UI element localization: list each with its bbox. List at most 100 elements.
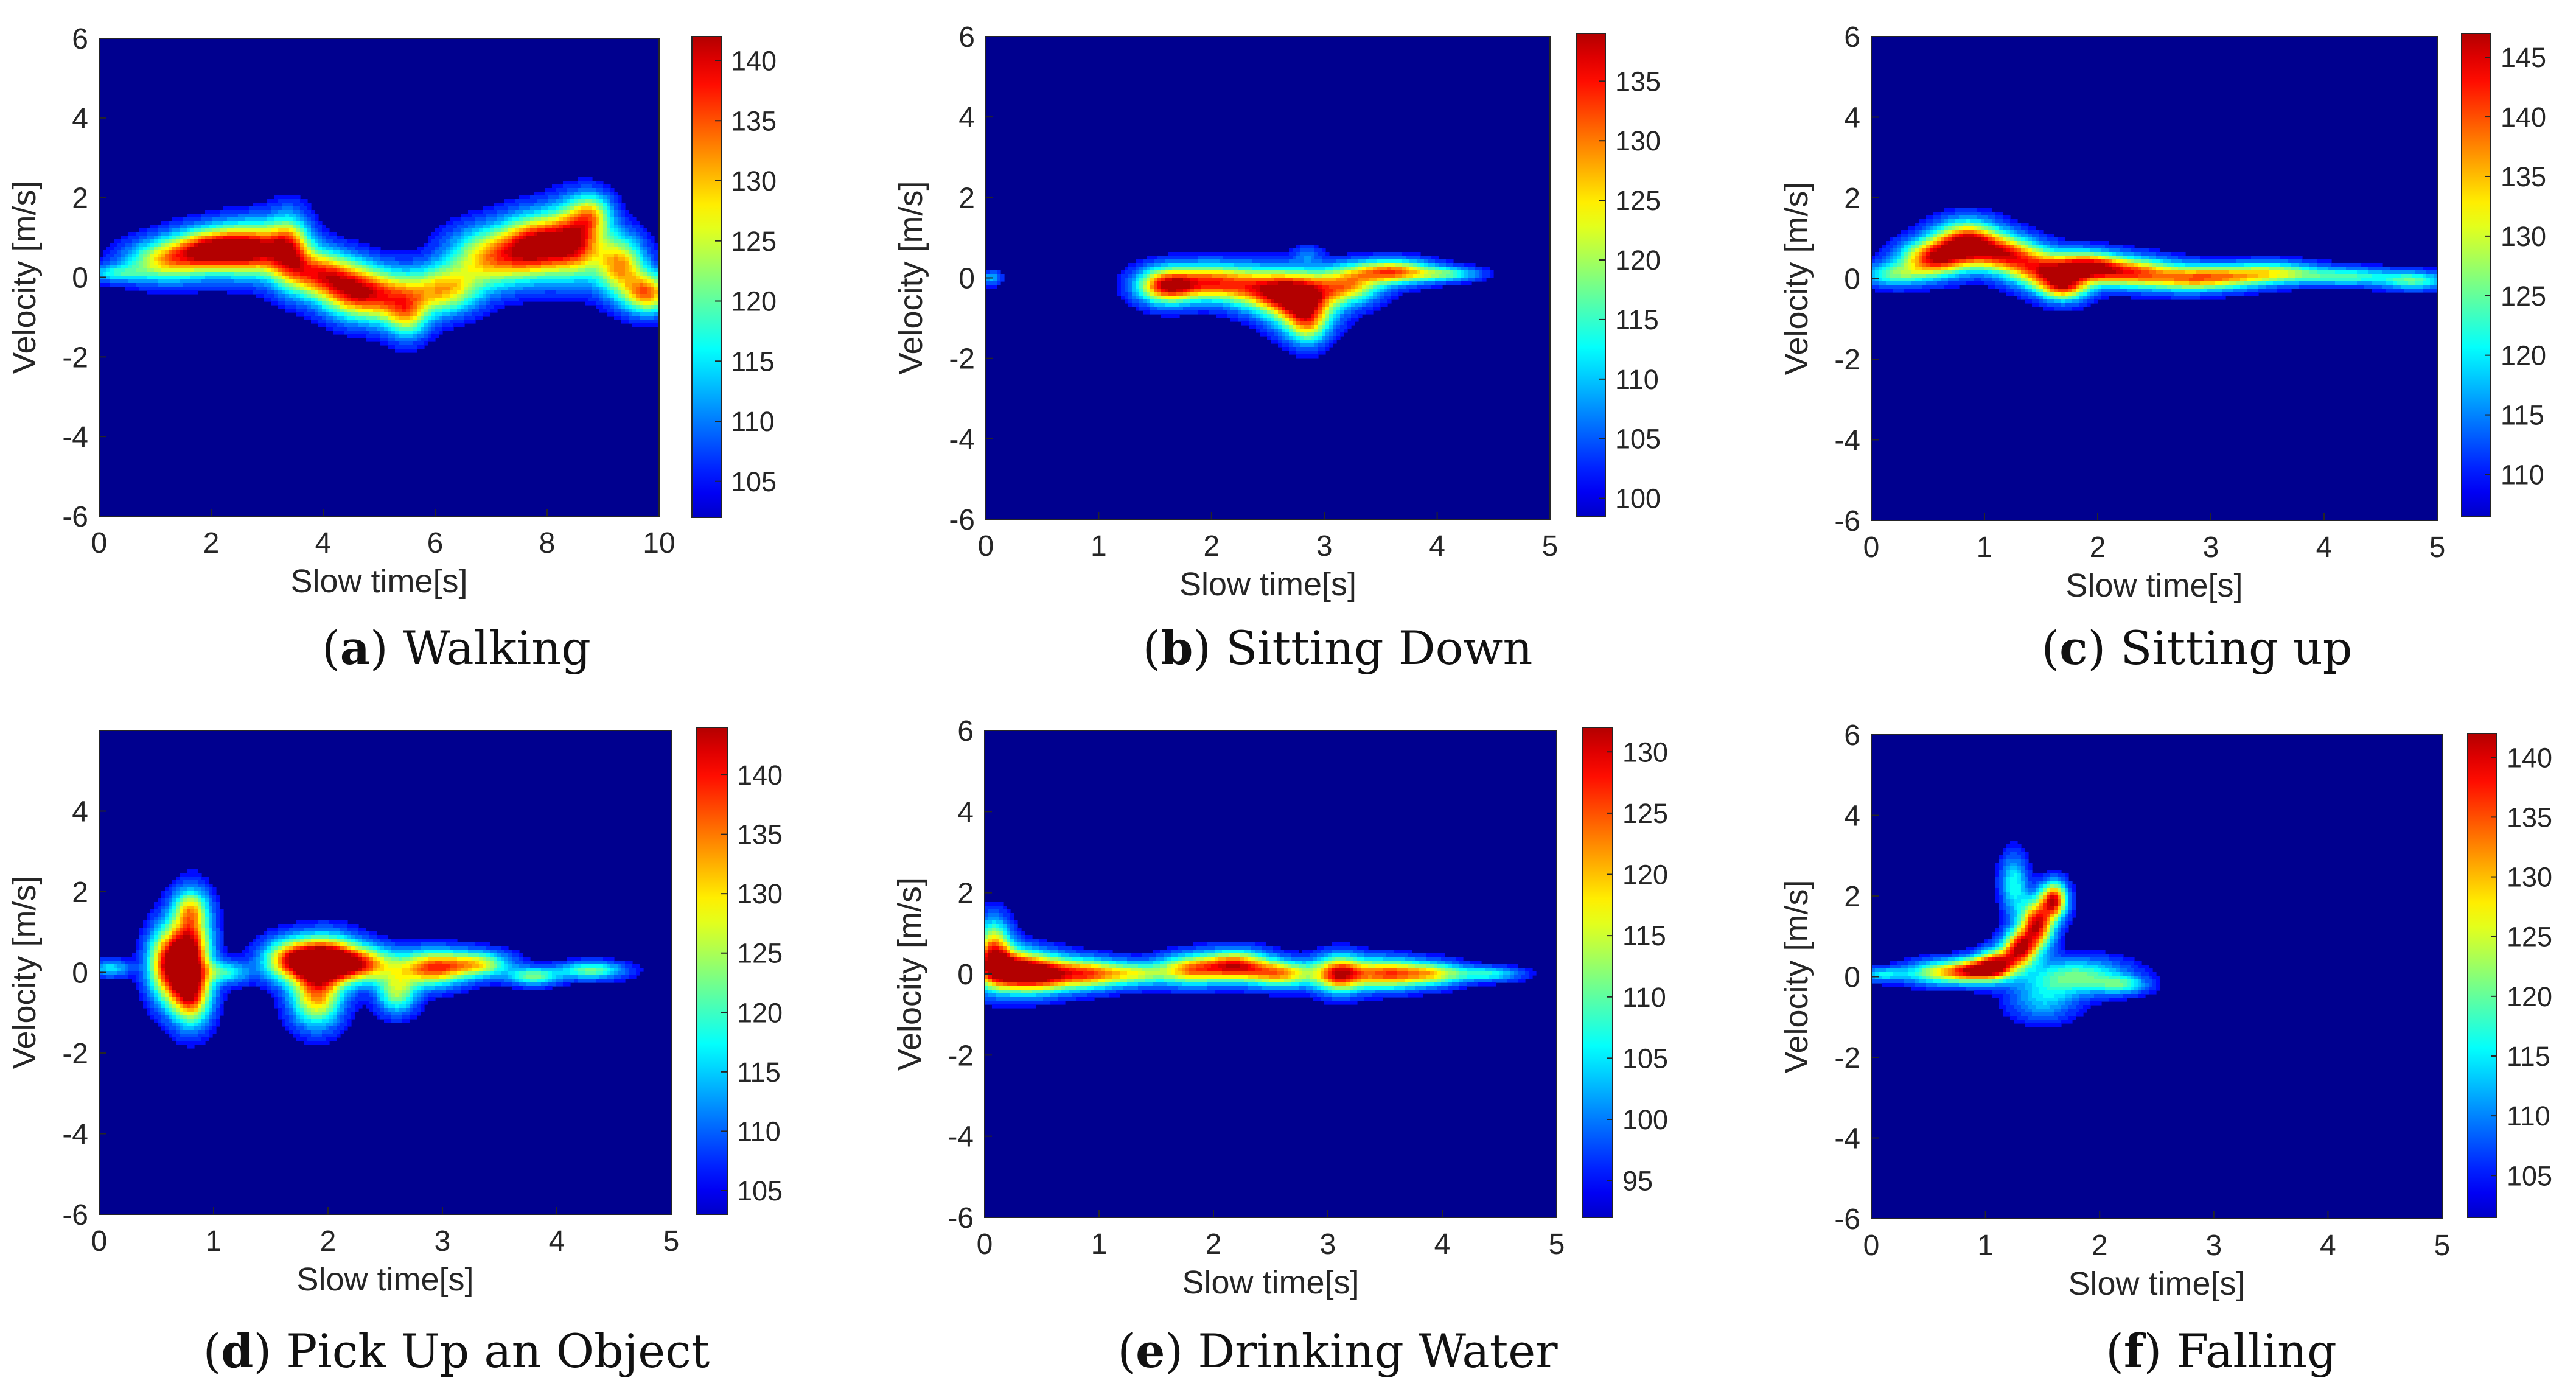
heatmap-cell — [1336, 318, 1341, 322]
heatmap-cell — [307, 261, 312, 265]
heatmap-cell — [1922, 252, 1927, 256]
heatmap-cell — [212, 232, 220, 236]
heatmap-cell — [2087, 299, 2095, 304]
heatmap-cell — [603, 188, 611, 192]
heatmap-cell — [2120, 256, 2124, 260]
heatmap-cell — [610, 964, 618, 968]
heatmap-cell — [1194, 289, 1202, 293]
heatmap-cell — [201, 942, 206, 947]
heatmap-cell — [198, 232, 202, 236]
heatmap-cell — [2032, 303, 2040, 307]
heatmap-cell — [435, 247, 439, 251]
heatmap-cell — [603, 228, 607, 233]
heatmap-cell — [201, 909, 206, 914]
heatmap-cell — [2116, 252, 2124, 256]
heatmap-cell — [603, 257, 607, 262]
heatmap-cell — [1930, 245, 1934, 249]
heatmap-cell — [1911, 267, 1916, 271]
heatmap-cell — [651, 265, 655, 269]
heatmap-cell — [2098, 292, 2102, 296]
heatmap-cell — [2152, 289, 2171, 293]
heatmap-cell — [380, 272, 388, 276]
heatmap-cell — [245, 953, 253, 957]
heatmap-cell — [1373, 289, 1377, 293]
heatmap-cell — [1241, 321, 1249, 326]
heatmap-cell — [2233, 285, 2241, 289]
heatmap-cell — [227, 961, 239, 965]
heatmap-cell — [1387, 299, 1392, 304]
heatmap-cell — [585, 236, 589, 240]
heatmap-cell — [282, 279, 286, 284]
heatmap-cell — [300, 232, 304, 236]
heatmap-cell — [337, 946, 341, 950]
heatmap-cell — [187, 869, 198, 873]
heatmap-cell — [329, 294, 333, 298]
heatmap-cell — [128, 971, 140, 976]
heatmap-cell — [304, 250, 308, 254]
heatmap-cell — [194, 243, 198, 247]
heatmap-cell — [139, 243, 147, 247]
heatmap-cell — [472, 257, 476, 262]
heatmap-cell — [504, 217, 509, 222]
heatmap-cell — [187, 257, 195, 262]
heatmap-cell — [1391, 278, 1399, 282]
heatmap-cell — [483, 261, 490, 265]
heatmap-cell — [267, 953, 271, 957]
heatmap-cell — [479, 257, 483, 262]
heatmap-cell — [435, 268, 439, 273]
heatmap-cell — [326, 257, 330, 262]
heatmap-cell — [1970, 219, 1981, 223]
heatmap-cell — [355, 316, 366, 320]
heatmap-cell — [143, 953, 147, 957]
heatmap-cell — [180, 935, 184, 939]
heatmap-cell — [501, 247, 505, 251]
heatmap-cell — [435, 272, 443, 276]
heatmap-cell — [333, 283, 363, 287]
heatmap-cell — [154, 971, 158, 976]
heatmap-cell — [278, 928, 290, 932]
heatmap-cell — [421, 265, 428, 269]
heatmap-cell — [2010, 248, 2014, 253]
heatmap-cell — [1402, 270, 1406, 275]
heatmap-cell — [574, 206, 578, 211]
heatmap-cell — [1132, 270, 1136, 275]
heatmap-cell — [1139, 307, 1151, 311]
heatmap-cell — [1278, 321, 1282, 326]
heatmap-cell — [377, 942, 385, 947]
heatmap-cell — [618, 221, 622, 225]
heatmap-cell — [530, 195, 549, 200]
heatmap-cell — [1296, 325, 1300, 329]
heatmap-cell — [234, 971, 239, 976]
heatmap-cell — [293, 924, 315, 928]
heatmap-cell — [304, 946, 308, 950]
heatmap-cell — [326, 239, 333, 243]
heatmap-cell — [2083, 299, 2087, 304]
heatmap-cell — [1355, 303, 1363, 307]
heatmap-cell — [563, 968, 571, 972]
heatmap-cell — [183, 895, 187, 899]
heatmap-cell — [311, 305, 319, 309]
heatmap-cell — [318, 254, 323, 258]
heatmap-cell — [1439, 274, 1447, 278]
heatmap-cell — [2156, 270, 2164, 275]
heatmap-cell — [1325, 296, 1330, 300]
heatmap-cell — [158, 247, 162, 251]
heatmap-cell — [110, 265, 118, 269]
heatmap-cell — [581, 957, 604, 961]
heatmap-cell — [198, 961, 202, 965]
heatmap-cell — [592, 210, 596, 214]
heatmap-cell — [618, 217, 622, 222]
heatmap-cell — [1362, 299, 1366, 304]
heatmap-cell — [599, 239, 604, 243]
heatmap-cell — [278, 946, 282, 950]
heatmap-cell — [428, 320, 432, 324]
heatmap-cell — [501, 953, 509, 957]
heatmap-cell — [413, 327, 417, 331]
heatmap-cell — [2006, 267, 2011, 271]
heatmap-cell — [329, 939, 337, 943]
heatmap-cell — [534, 203, 545, 207]
heatmap-cell — [384, 320, 388, 324]
heatmap-cell — [1267, 336, 1271, 340]
heatmap-cell — [504, 199, 516, 203]
heatmap-cell — [187, 254, 297, 258]
